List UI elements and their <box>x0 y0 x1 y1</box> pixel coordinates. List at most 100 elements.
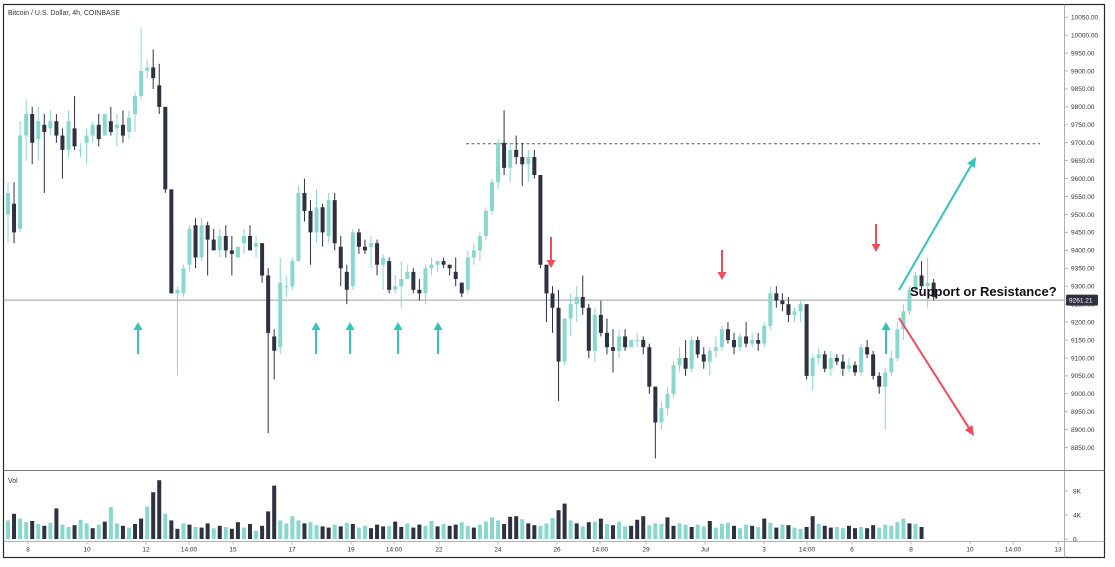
volume-label: Vol <box>8 478 18 485</box>
volume-bar <box>90 528 95 539</box>
candle-body <box>514 149 519 158</box>
candle-body <box>544 264 549 294</box>
candle-body <box>266 275 271 333</box>
candle-body <box>248 236 252 251</box>
volume-bar <box>193 527 198 539</box>
price-tick-label: 9400.00 <box>1071 248 1095 255</box>
volume-bar <box>671 525 676 539</box>
candle-body <box>786 304 791 315</box>
time-tick-label: 14:00 <box>1005 547 1022 554</box>
candle <box>302 178 307 222</box>
candle <box>96 114 101 147</box>
candle-body <box>822 354 827 369</box>
volume-axis: 8K 4K 0 <box>1064 488 1082 543</box>
candle <box>254 236 259 258</box>
candle <box>375 239 380 276</box>
candle-body <box>713 347 718 351</box>
candle <box>617 329 622 358</box>
volume-bar <box>18 518 23 539</box>
candle <box>695 336 700 358</box>
candle <box>544 264 549 323</box>
candle-body <box>810 357 815 376</box>
down-arrow <box>546 237 556 268</box>
candle-body <box>659 408 664 423</box>
volume-bar <box>356 527 361 539</box>
candle-body <box>846 365 851 369</box>
candle-body <box>913 275 918 290</box>
volume-bar <box>562 503 567 539</box>
candle <box>780 293 785 312</box>
candle <box>120 110 125 143</box>
candle-body <box>447 264 452 269</box>
candle-body <box>471 250 476 258</box>
candle-body <box>502 142 507 168</box>
candle <box>296 185 301 262</box>
candle <box>901 304 906 341</box>
candle <box>502 110 507 176</box>
candle-body <box>435 261 440 265</box>
candle-body <box>332 200 337 244</box>
time-tick-label: 13 <box>1054 547 1062 554</box>
candle <box>84 128 89 165</box>
candle-body <box>889 357 894 373</box>
volume-bar <box>108 507 113 539</box>
candle-body <box>483 210 488 236</box>
candle-body <box>520 157 525 165</box>
volume-bar <box>441 524 446 539</box>
volume-tick-label: 0 <box>1073 536 1077 543</box>
volume-bar <box>828 527 833 539</box>
volume-bar <box>617 521 622 539</box>
volume-bar <box>36 524 41 539</box>
candle-body <box>405 271 410 280</box>
volume-bar <box>369 528 373 539</box>
candle-body <box>780 300 785 305</box>
candle-body <box>12 203 17 233</box>
price-tick-label: 9600.00 <box>1071 176 1095 183</box>
price-tick-label: 9800.00 <box>1071 104 1095 111</box>
candle-body <box>707 350 712 362</box>
volume-bar <box>804 527 809 539</box>
candle-body <box>617 336 622 351</box>
down-arrow-head <box>717 272 727 280</box>
candlesticks <box>6 27 936 459</box>
candle-body <box>181 268 186 294</box>
candle-body <box>532 157 537 176</box>
current-price-label: 9261.21 <box>1069 297 1093 304</box>
candle-body <box>229 250 234 254</box>
time-tick-label: Jul <box>701 547 710 554</box>
candle <box>865 340 870 358</box>
candle <box>6 182 10 244</box>
up-arrow <box>393 322 403 354</box>
candle <box>719 325 724 351</box>
candle-body <box>477 236 482 251</box>
candle-body <box>919 275 924 287</box>
candle-body <box>725 329 730 341</box>
candle-body <box>865 347 870 355</box>
price-tick-label: 9100.00 <box>1071 355 1095 362</box>
volume-bar <box>641 516 646 539</box>
bearish-projection-arrow <box>898 317 974 436</box>
candle <box>54 114 59 143</box>
price-tick-label: 9750.00 <box>1071 122 1095 129</box>
volume-bar <box>78 519 83 539</box>
volume-bar <box>853 528 857 539</box>
candle-body <box>90 124 95 136</box>
candle-body <box>623 336 628 348</box>
volume-bar <box>719 524 724 539</box>
candle-body <box>375 243 380 265</box>
candle <box>580 275 585 315</box>
price-tick-label: 9950.00 <box>1071 50 1095 57</box>
time-tick-label: 17 <box>288 547 296 554</box>
candle <box>48 110 53 136</box>
volume-bar <box>732 525 736 539</box>
candle <box>822 350 827 373</box>
candle <box>181 264 186 297</box>
candle <box>187 225 192 272</box>
candle <box>871 350 876 380</box>
candle-body <box>895 329 900 358</box>
candle <box>108 106 113 136</box>
candle <box>387 257 392 294</box>
candle-body <box>284 286 289 288</box>
candle-body <box>695 340 700 355</box>
volume-bar <box>465 525 470 539</box>
